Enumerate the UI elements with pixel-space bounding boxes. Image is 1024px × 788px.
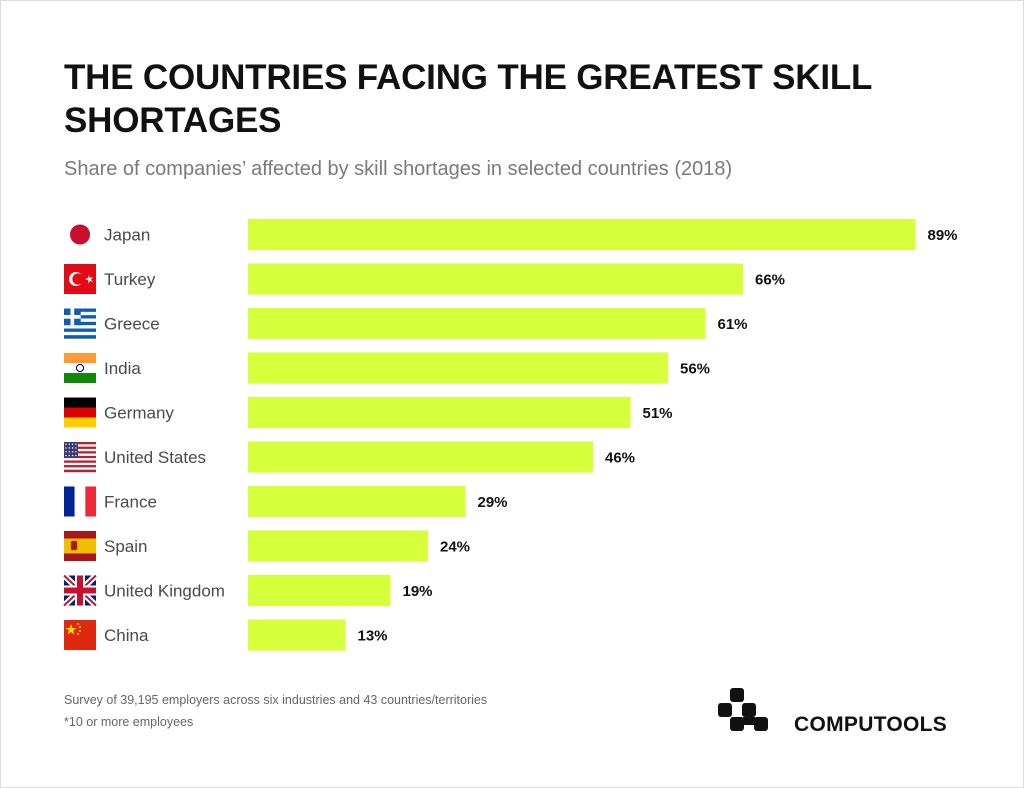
france-flag-icon (64, 486, 96, 517)
spain-flag-icon (64, 531, 96, 561)
chart-title: THE COUNTRIES FACING THE GREATEST SKILL … (64, 58, 872, 140)
china-flag-icon (64, 620, 96, 650)
category-label-china: China (104, 626, 149, 645)
value-label-india: 56% (680, 361, 710, 378)
bar-japan (248, 219, 916, 250)
bar-turkey (248, 263, 743, 295)
value-label-germany: 51% (643, 405, 673, 422)
bar-united-kingdom (248, 575, 391, 606)
bar-france (248, 486, 466, 517)
bar-india (248, 352, 668, 384)
bar-china (248, 619, 346, 651)
footnote-employees: *10 or more employees (64, 715, 194, 729)
category-label-india: India (104, 359, 141, 378)
category-label-united-kingdom: United Kingdom (104, 582, 225, 601)
category-label-germany: Germany (104, 404, 174, 423)
value-label-greece: 61% (718, 316, 748, 333)
value-label-china: 13% (358, 628, 388, 645)
category-label-france: France (104, 493, 157, 512)
value-label-united-kingdom: 19% (403, 583, 433, 600)
category-label-japan: Japan (104, 226, 150, 245)
computools-logo-icon (718, 688, 768, 731)
brand-logo: COMPUTOOLS (716, 686, 966, 736)
value-label-france: 29% (478, 494, 508, 511)
category-label-greece: Greece (104, 315, 160, 334)
bar-germany (248, 397, 631, 428)
usa-flag-icon (64, 442, 96, 473)
uk-flag-icon (61, 573, 99, 608)
germany-flag-icon (64, 397, 96, 428)
category-label-united-states: United States (104, 448, 206, 467)
value-label-turkey: 66% (755, 272, 785, 289)
footnote-survey: Survey of 39,195 employers across six in… (64, 693, 488, 707)
bar-united-states (248, 441, 593, 473)
india-flag-icon (64, 353, 96, 383)
turkey-flag-icon (64, 264, 96, 294)
chart-subtitle: Share of companies’ affected by skill sh… (64, 158, 733, 180)
bar-greece (248, 308, 706, 339)
bar-chart: Japan 89% Turkey 66% Greece 61% India 56% German… (61, 219, 958, 651)
japan-flag-icon (70, 224, 90, 245)
value-label-united-states: 46% (605, 450, 635, 467)
bar-spain (248, 530, 428, 562)
category-label-spain: Spain (104, 537, 147, 556)
category-label-turkey: Turkey (104, 270, 156, 289)
greece-flag-icon (64, 308, 96, 339)
value-label-spain: 24% (440, 539, 470, 556)
brand-name: COMPUTOOLS (794, 713, 948, 736)
value-label-japan: 89% (928, 227, 958, 244)
